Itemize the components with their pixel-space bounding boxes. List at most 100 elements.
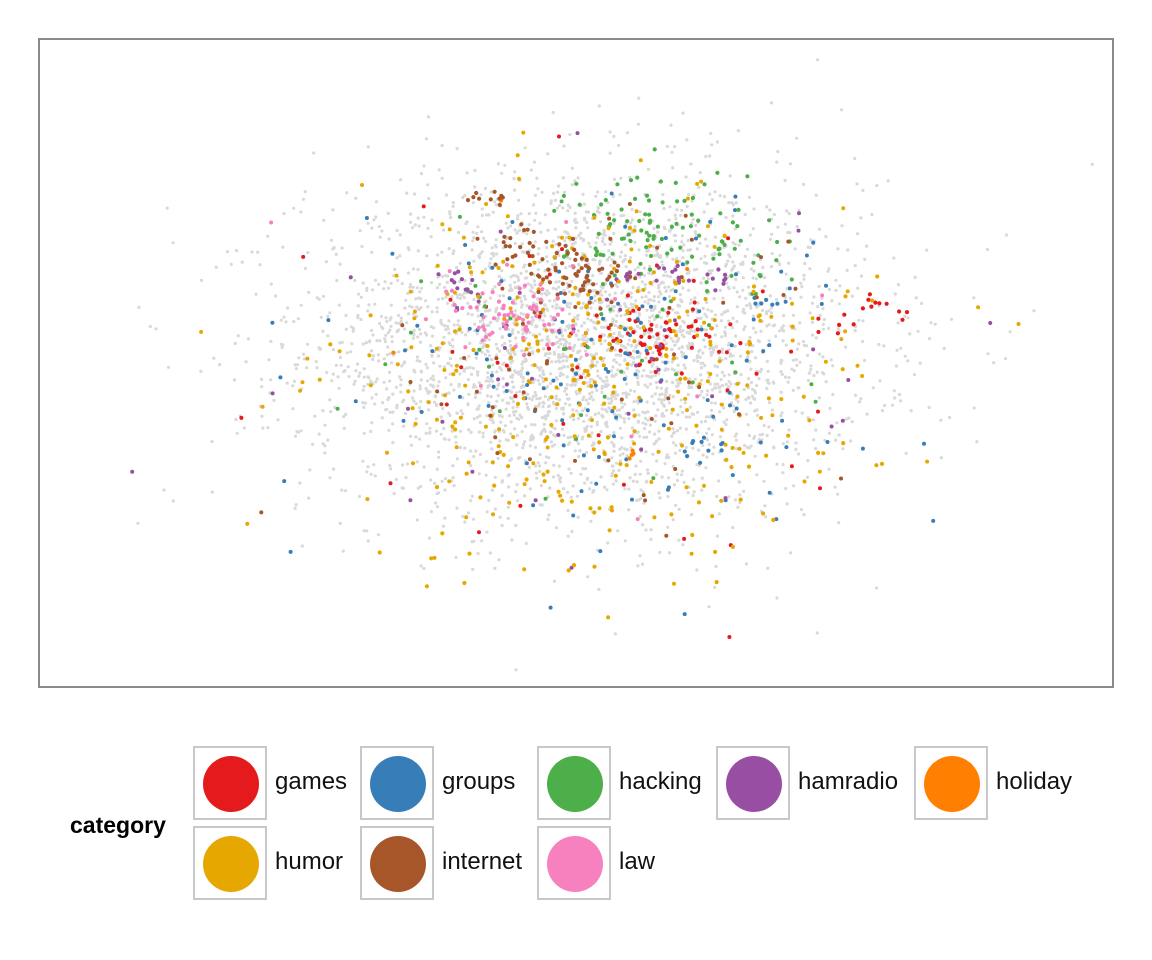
internet-point [683,213,688,218]
humor-point [786,433,791,438]
background-point [557,280,561,284]
background-point [644,480,649,484]
humor-point [625,309,630,314]
hacking-point [665,251,670,256]
background-point [534,211,538,215]
background-point [783,375,788,379]
background-point [583,407,587,411]
background-point [841,447,845,451]
humor-point [730,446,735,450]
background-point [667,551,672,555]
background-point [515,443,519,447]
background-point [561,407,565,411]
background-point [360,244,364,249]
law-point [517,315,522,320]
background-point [493,507,497,511]
background-point [715,534,720,538]
background-point [514,391,519,395]
background-point [466,301,470,305]
background-point [671,339,675,343]
internet-point [541,277,546,282]
background-point [411,285,415,289]
background-point [566,490,570,494]
background-point [794,358,799,362]
background-point [578,349,582,353]
hacking-point [563,346,568,351]
background-point [702,338,706,342]
internet-point [793,286,798,291]
hamradio-point [662,266,667,271]
background-point [345,191,349,195]
background-point [566,203,570,207]
background-point [537,401,542,406]
groups-point [557,269,562,274]
background-point [482,236,486,240]
background-point [441,524,445,528]
background-point [775,160,779,164]
background-point [602,325,607,329]
background-point [542,401,546,405]
background-point [538,452,542,457]
background-point [664,456,669,460]
background-point [776,225,780,229]
background-point [713,382,717,386]
background-point [696,359,700,363]
hamradio-point [721,281,726,286]
legend-swatch-holiday [924,756,980,812]
background-point [345,351,349,355]
background-point [773,323,777,327]
hacking-point [594,253,599,258]
humor-point [440,222,445,227]
background-point [634,343,639,347]
background-point [525,304,529,308]
background-point [771,380,776,384]
background-point [746,423,750,427]
background-point [435,402,439,407]
background-point [387,237,391,241]
background-point [882,344,886,348]
background-point [689,162,693,166]
background-point [340,246,344,250]
background-point [481,435,485,439]
background-point [500,493,504,498]
background-point [513,427,517,431]
background-point [709,131,713,136]
background-point [698,348,702,352]
background-point [628,256,633,260]
background-point [371,333,375,337]
hacking-point [543,496,548,501]
games-point [421,204,426,209]
background-point [563,338,567,342]
background-point [571,484,575,488]
groups-point [558,382,563,387]
games-point [707,334,712,339]
background-point [406,291,410,295]
games-point [816,316,821,321]
humor-point [534,334,538,339]
background-point [554,376,559,380]
background-point [878,379,882,383]
humor-point [751,289,756,294]
background-point [640,280,644,284]
background-point [557,235,561,239]
hamradio-point [626,411,631,416]
background-point [564,386,569,391]
background-point [709,353,713,357]
background-point [509,360,513,364]
background-point [591,398,595,402]
background-point [751,326,756,330]
humor-point [483,424,488,429]
background-point [391,392,395,396]
legend-swatch-groups [370,756,426,812]
background-point [340,340,344,344]
background-point [775,596,779,600]
background-point [742,387,746,392]
background-point [809,367,813,372]
background-point [240,260,244,264]
hacking-point [715,170,720,175]
background-point [505,349,510,353]
hacking-point [789,277,794,282]
background-point [555,206,559,210]
background-point [473,322,477,326]
background-point [621,391,625,395]
